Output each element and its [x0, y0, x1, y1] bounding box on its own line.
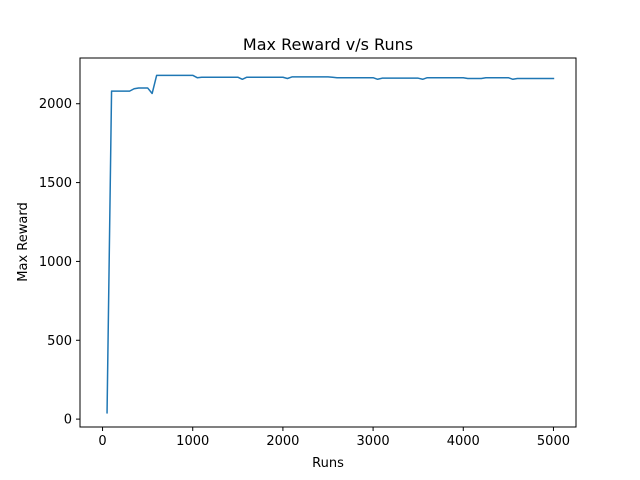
series-layer [106, 74, 555, 414]
plot-frame [79, 57, 577, 428]
series-line [106, 74, 555, 414]
plot-area [79, 57, 577, 428]
chart-title: Max Reward v/s Runs [243, 35, 413, 54]
y-tick-label: 2000 [39, 97, 72, 112]
y-axis: 0 500 1000 1500 2000 [39, 97, 80, 428]
y-tick-label: 1500 [39, 176, 72, 191]
y-tick-label: 0 [64, 413, 72, 428]
x-tick-label: 0 [98, 434, 106, 449]
x-tick-label: 4000 [447, 434, 480, 449]
y-tick-label: 500 [47, 334, 72, 349]
x-tick-label: 3000 [357, 434, 390, 449]
x-axis: 0 1000 2000 3000 4000 5000 [98, 427, 570, 449]
x-tick-label: 5000 [537, 434, 570, 449]
x-tick-label: 2000 [266, 434, 299, 449]
x-axis-label: Runs [312, 456, 344, 471]
y-tick-label: 1000 [39, 255, 72, 270]
x-tick-label: 1000 [176, 434, 209, 449]
y-axis-label: Max Reward [16, 202, 31, 281]
